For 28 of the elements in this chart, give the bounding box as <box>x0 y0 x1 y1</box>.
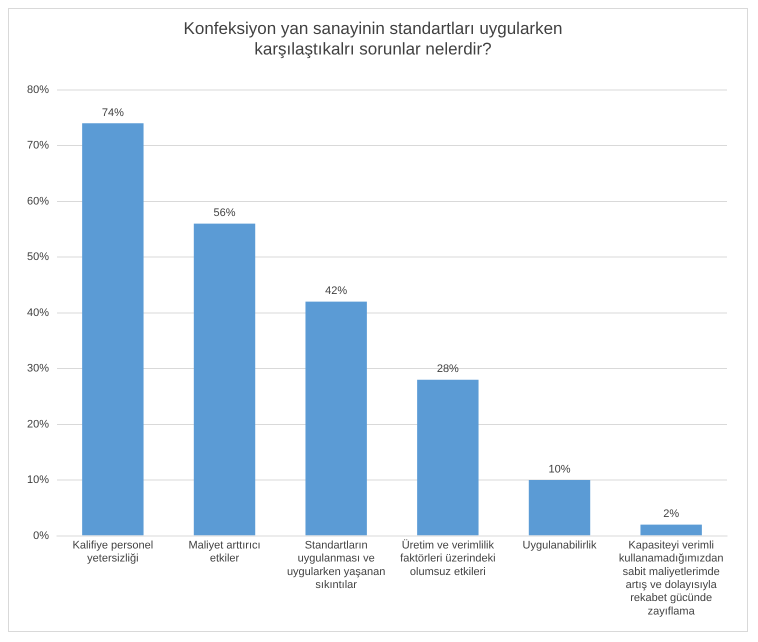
data-label: 2% <box>663 508 680 520</box>
bar <box>82 123 144 536</box>
data-label: 56% <box>213 207 236 220</box>
x-tick-label: Üretim ve verimlilik faktörleri üzerindeki olumsuz etkileri <box>400 538 496 578</box>
y-tick-label: 80% <box>26 84 50 96</box>
x-tick-label: Maliyet arttırıcı etkiler <box>188 539 261 565</box>
y-tick-label: 70% <box>26 140 50 152</box>
x-tick-label: Standartların uygulanması ve uygularken yaşanan sıkıntılar <box>286 539 386 592</box>
bar <box>528 480 590 536</box>
data-label: 28% <box>436 363 460 376</box>
y-tick-label: 30% <box>26 362 50 375</box>
y-tick-label: 10% <box>26 474 50 486</box>
bar <box>194 224 256 536</box>
y-tick-label: 40% <box>26 306 50 319</box>
y-tick-label: 50% <box>26 251 50 264</box>
bar <box>417 380 479 536</box>
bar <box>640 524 702 536</box>
x-tick-label: Uygulanabilirlik <box>522 539 597 552</box>
y-tick-label: 60% <box>26 195 50 208</box>
data-label: 42% <box>325 285 348 298</box>
x-tick-label: Kapasiteyi verimli kullanamadığımızdan sabit maliyetlerimde artış ve dolayısıyla rekabet gücünde zayıflama <box>618 539 724 618</box>
y-tick-label: 20% <box>26 418 50 430</box>
data-label: 10% <box>548 464 571 476</box>
chart-title: Konfeksiyon yan sanayinin standartları uygularken karşılaştıkalrı sorunlar nelerdir? <box>184 18 562 58</box>
data-label: 74% <box>102 106 124 119</box>
bar <box>305 302 367 536</box>
y-tick-label: 0% <box>33 530 50 542</box>
x-tick-label: Kalifiye personel yetersizliği <box>72 539 154 565</box>
